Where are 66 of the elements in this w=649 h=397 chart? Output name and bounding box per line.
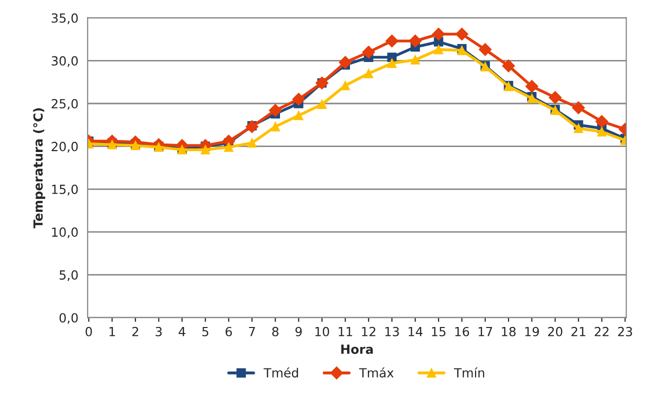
point (595, 115, 608, 128)
point (502, 59, 515, 72)
x-tick-label: 3 (156, 326, 162, 336)
x-tick-label: 15 (432, 327, 446, 336)
y-tick-label: 20,0 (52, 142, 78, 153)
point (362, 46, 376, 59)
x-tick-label: 18 (502, 326, 516, 336)
point (432, 28, 445, 41)
x-tick-label: 1 (109, 327, 115, 336)
x-tick-label: 16 (455, 326, 470, 336)
point (338, 56, 352, 69)
x-tick-label: 23 (618, 326, 632, 336)
x-axis-title: Hora (341, 344, 373, 354)
point (317, 100, 327, 110)
x-tick-label: 4 (178, 327, 186, 336)
x-tick-label: 12 (362, 326, 376, 336)
x-tick-label: 19 (525, 326, 539, 336)
x-tick-label: 9 (295, 326, 302, 336)
x-tick-label: 10 (315, 326, 330, 336)
y-tick-label: 25,0 (52, 98, 78, 110)
x-tick-label: 17 (478, 327, 492, 336)
x-tick-label: 8 (272, 326, 278, 336)
x-tick-label: 0 (86, 326, 92, 336)
point (292, 92, 306, 106)
y-tick-label: 0,0 (60, 313, 78, 324)
y-tick-label: 5,0 (60, 270, 78, 281)
y-axis-title: Temperatura (°C) (33, 108, 46, 228)
point (294, 110, 304, 120)
point (434, 44, 444, 54)
point (548, 91, 562, 104)
legend-label: Tméd (264, 367, 298, 378)
point (387, 52, 397, 62)
point (247, 138, 257, 148)
point (455, 28, 468, 41)
x-tick-label: 20 (548, 326, 562, 336)
point (270, 122, 280, 132)
x-tick-label: 22 (594, 326, 608, 336)
x-tick-label: 21 (571, 326, 586, 336)
x-tick-label: 2 (132, 326, 138, 336)
point (525, 80, 538, 93)
point (340, 80, 350, 90)
point (387, 58, 397, 68)
legend-label: Tmáx (359, 367, 394, 378)
point (386, 34, 398, 48)
point (408, 34, 422, 48)
point (574, 124, 584, 134)
point (597, 127, 606, 136)
point (268, 104, 282, 117)
x-tick-label: 13 (385, 326, 399, 336)
y-tick-label: 35,0 (52, 13, 78, 24)
point (224, 142, 234, 152)
x-tick-label: 14 (408, 327, 422, 336)
x-tick-label: 11 (338, 327, 352, 336)
point (200, 145, 210, 154)
y-tick-label: 15,0 (52, 184, 78, 196)
x-tick-label: 6 (226, 326, 232, 336)
y-tick-label: 10,0 (52, 227, 78, 238)
legend-label: Tmín (454, 367, 484, 378)
x-tick-label: 5 (202, 327, 208, 336)
x-tick-label: 7 (249, 327, 255, 336)
point (410, 55, 420, 65)
point (364, 68, 374, 78)
point (478, 43, 492, 56)
point (246, 120, 258, 134)
point (572, 101, 585, 114)
y-tick-label: 30,0 (52, 56, 78, 67)
